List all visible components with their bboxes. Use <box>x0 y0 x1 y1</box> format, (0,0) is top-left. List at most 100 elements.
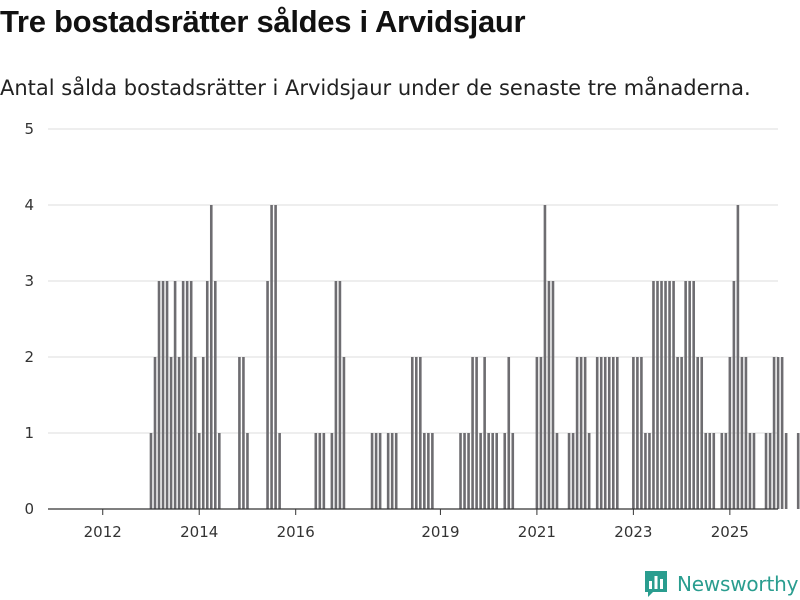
bar <box>266 281 269 509</box>
bar <box>177 357 181 509</box>
bar <box>173 281 177 509</box>
bar <box>431 433 434 509</box>
bar <box>551 281 555 509</box>
bar <box>427 433 430 509</box>
bar <box>644 433 647 509</box>
bar <box>189 281 193 509</box>
bar <box>680 357 683 509</box>
bar <box>161 281 165 509</box>
bar <box>314 433 318 509</box>
bar <box>784 433 788 509</box>
bar <box>547 281 551 509</box>
bar <box>652 281 655 509</box>
bar <box>201 357 205 509</box>
bar <box>539 357 543 509</box>
bar <box>579 357 583 509</box>
bar <box>193 357 197 509</box>
bar-chart-icon <box>645 571 667 597</box>
bar <box>535 357 539 509</box>
bar <box>278 433 281 509</box>
bar <box>636 357 639 509</box>
bar <box>459 433 462 509</box>
bar <box>479 433 482 509</box>
bar <box>165 281 169 509</box>
axes: 0 1 2 3 4 5 2012 2014 2016 2019 2021 2023 2025 <box>24 120 778 541</box>
bar <box>768 433 772 509</box>
bar <box>660 281 663 509</box>
bar <box>648 433 651 509</box>
bar <box>616 357 619 509</box>
bar <box>495 433 498 509</box>
bar <box>748 433 752 509</box>
bar <box>218 433 221 509</box>
bar <box>724 433 728 509</box>
y-tick-label: 5 <box>24 120 34 138</box>
bar <box>415 357 418 509</box>
bar <box>475 357 478 509</box>
bar <box>692 281 695 509</box>
bar <box>197 433 201 509</box>
x-tick-label: 2023 <box>614 523 652 541</box>
bar <box>656 281 659 509</box>
bar <box>394 433 398 509</box>
bar <box>764 433 768 509</box>
bar <box>732 281 736 509</box>
bar <box>322 433 326 509</box>
bar <box>603 357 607 509</box>
bar <box>611 357 615 509</box>
bar <box>599 357 603 509</box>
bar <box>390 433 394 509</box>
bar <box>149 433 153 509</box>
bar <box>776 357 780 509</box>
bar <box>543 205 547 509</box>
bar-chart: 3 0 1 2 3 4 5 2012 2014 2016 2019 2021 2023 2025 <box>24 120 800 541</box>
bar <box>507 357 511 509</box>
y-tick-label: 0 <box>24 500 34 518</box>
bar <box>664 281 667 509</box>
bar <box>214 281 217 509</box>
bar <box>720 433 724 509</box>
bar <box>640 357 643 509</box>
bar <box>169 357 173 509</box>
bar <box>242 357 245 509</box>
bar-series: 3 <box>149 205 800 509</box>
bar <box>700 357 704 509</box>
bar <box>342 357 346 509</box>
bar <box>330 433 334 509</box>
bar <box>780 357 784 509</box>
bar <box>607 357 611 509</box>
bar <box>511 433 515 509</box>
bar <box>471 357 474 509</box>
bar <box>740 357 744 509</box>
bar <box>752 433 756 509</box>
bar <box>483 357 486 509</box>
bar <box>503 433 507 509</box>
bar <box>796 433 800 509</box>
bar <box>632 357 635 509</box>
y-tick-label: 4 <box>24 196 34 214</box>
bar <box>378 433 382 509</box>
brand-name: Newsworthy <box>677 572 799 596</box>
bar <box>423 433 426 509</box>
bar <box>587 433 591 509</box>
bar <box>334 281 338 509</box>
newsworthy-logo[interactable]: Newsworthy <box>644 568 798 600</box>
bar <box>728 357 732 509</box>
x-tick-label: 2014 <box>180 523 218 541</box>
x-tick-label: 2021 <box>518 523 556 541</box>
y-tick-label: 1 <box>24 424 34 442</box>
bar <box>238 357 241 509</box>
x-tick-label: 2025 <box>711 523 749 541</box>
bar <box>487 433 490 509</box>
bar <box>386 433 390 509</box>
bar <box>491 433 494 509</box>
x-tick-label: 2016 <box>277 523 315 541</box>
bar <box>463 433 466 509</box>
bar <box>419 357 422 509</box>
bar <box>274 205 277 509</box>
bar <box>708 433 712 509</box>
bar <box>696 357 699 509</box>
bar <box>410 357 414 509</box>
bar <box>181 281 185 509</box>
y-tick-label: 2 <box>24 348 34 366</box>
